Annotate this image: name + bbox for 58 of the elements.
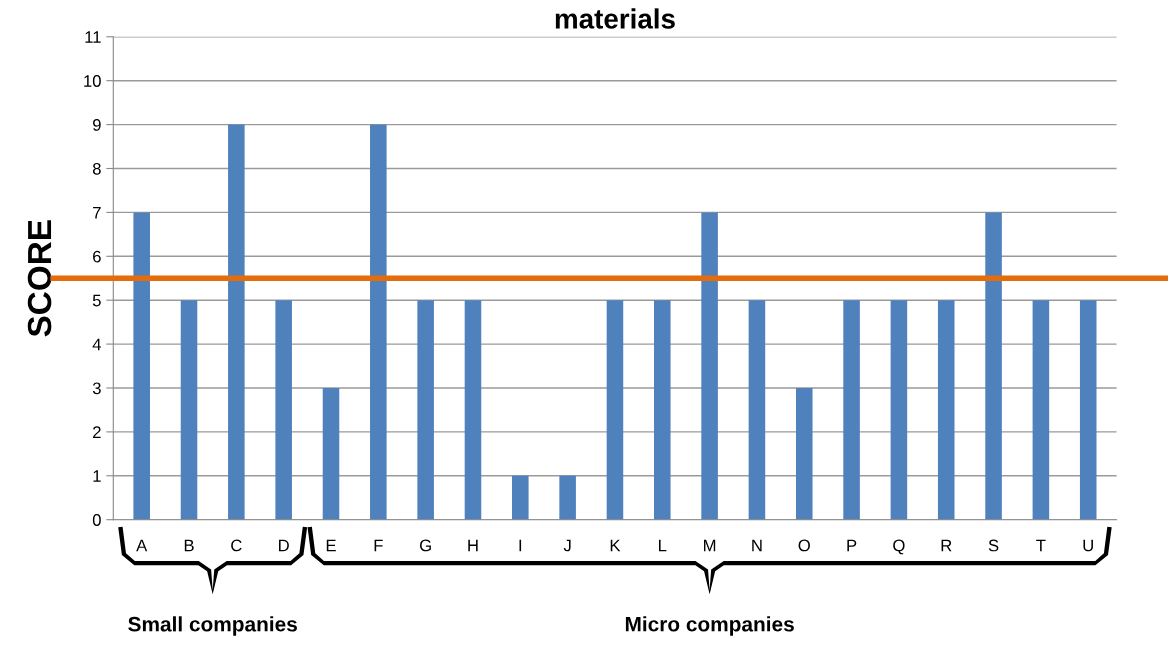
- x-tick-label: H: [468, 539, 478, 552]
- y-tick-label: 6: [93, 250, 101, 263]
- y-tick-label: 10: [84, 75, 101, 87]
- bar: [701, 212, 718, 520]
- y-tick-label: 4: [92, 338, 101, 351]
- y-tick-label: 5: [92, 294, 101, 307]
- bar: [654, 300, 671, 520]
- x-tick-label: L: [659, 539, 667, 552]
- x-tick-label: C: [231, 539, 242, 552]
- x-tick-label: A: [136, 539, 148, 552]
- x-tick-label: S: [988, 539, 999, 552]
- y-tick-label: 1: [93, 470, 101, 482]
- bar: [322, 387, 340, 520]
- y-tick-label: 8: [92, 162, 101, 175]
- x-tick-label: D: [279, 539, 289, 552]
- bar: [1032, 300, 1050, 520]
- y-tick-label: 11: [85, 31, 101, 43]
- y-tick-label: 0: [92, 514, 101, 526]
- bar: [843, 300, 860, 520]
- bar: [890, 300, 908, 520]
- bar: [985, 212, 1002, 520]
- y-tick-label: 9: [93, 118, 101, 131]
- bar: [512, 475, 529, 520]
- bar: [417, 300, 434, 520]
- bar: [748, 300, 766, 520]
- x-tick-label: O: [798, 539, 810, 552]
- y-tick-label: 7: [93, 206, 101, 219]
- bar: [228, 124, 245, 520]
- x-tick-label: E: [326, 539, 336, 552]
- x-tick-label: F: [374, 539, 383, 552]
- bar: [464, 300, 482, 520]
- text: Micro companies: [625, 616, 794, 636]
- x-tick-label: I: [519, 539, 522, 552]
- bar: [370, 124, 387, 520]
- x-tick-label: G: [420, 539, 431, 552]
- x-tick-label: J: [563, 539, 571, 552]
- x-tick-label: B: [184, 539, 194, 552]
- bar: [180, 300, 198, 520]
- x-tick-label: N: [752, 539, 762, 552]
- chart-title: materials: [555, 8, 675, 29]
- bar: [275, 300, 292, 520]
- x-tick-label: K: [610, 539, 621, 552]
- x-tick-label: R: [941, 539, 952, 552]
- bar: [133, 212, 150, 520]
- bar: [559, 475, 576, 520]
- x-tick-label: P: [847, 539, 857, 552]
- bar: [606, 300, 624, 520]
- y-tick-label: 2: [93, 426, 101, 438]
- x-tick-label: M: [704, 539, 716, 552]
- text: Small companies: [128, 616, 297, 636]
- bar: [937, 300, 955, 520]
- x-tick-label: U: [1083, 539, 1093, 552]
- y-tick-label: 3: [92, 382, 101, 395]
- bar: [795, 387, 813, 520]
- x-tick-label: T: [1036, 539, 1046, 552]
- y-axis-title: SCORE: [27, 220, 52, 337]
- bar: [1079, 300, 1097, 520]
- x-tick-label: Q: [893, 539, 905, 555]
